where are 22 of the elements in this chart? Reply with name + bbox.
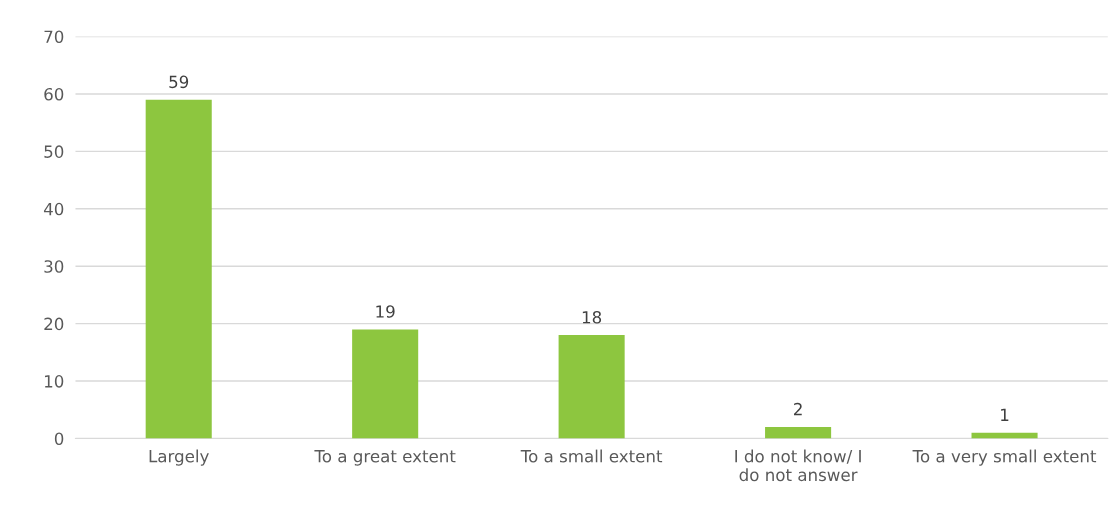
- x-tick-label: To a great extent: [314, 450, 456, 466]
- y-tick-label: 70: [44, 30, 64, 44]
- y-tick-label: 50: [44, 145, 64, 158]
- x-tick-label: I do not know/ I do not answer: [735, 449, 861, 482]
- y-tick-label: 0: [54, 432, 64, 446]
- bar: [145, 99, 212, 439]
- bar: [558, 335, 625, 439]
- x-tick-label: To a small extent: [520, 449, 663, 463]
- x-tick-label: Largely: [149, 449, 209, 466]
- y-tick-label: 10: [44, 375, 64, 388]
- y-tick-label: 20: [44, 317, 64, 331]
- data-label: 2: [794, 402, 802, 416]
- data-label: 59: [169, 75, 189, 89]
- data-label: 18: [582, 310, 602, 324]
- data-label: 19: [376, 305, 395, 318]
- y-tick-label: 40: [43, 202, 64, 216]
- y-tick-label: 30: [44, 260, 64, 273]
- bar: [352, 329, 419, 439]
- data-label: 1: [1001, 408, 1009, 421]
- bar: [765, 427, 832, 439]
- y-tick-label: 60: [44, 87, 64, 101]
- x-tick-label: To a very small extent: [912, 449, 1097, 466]
